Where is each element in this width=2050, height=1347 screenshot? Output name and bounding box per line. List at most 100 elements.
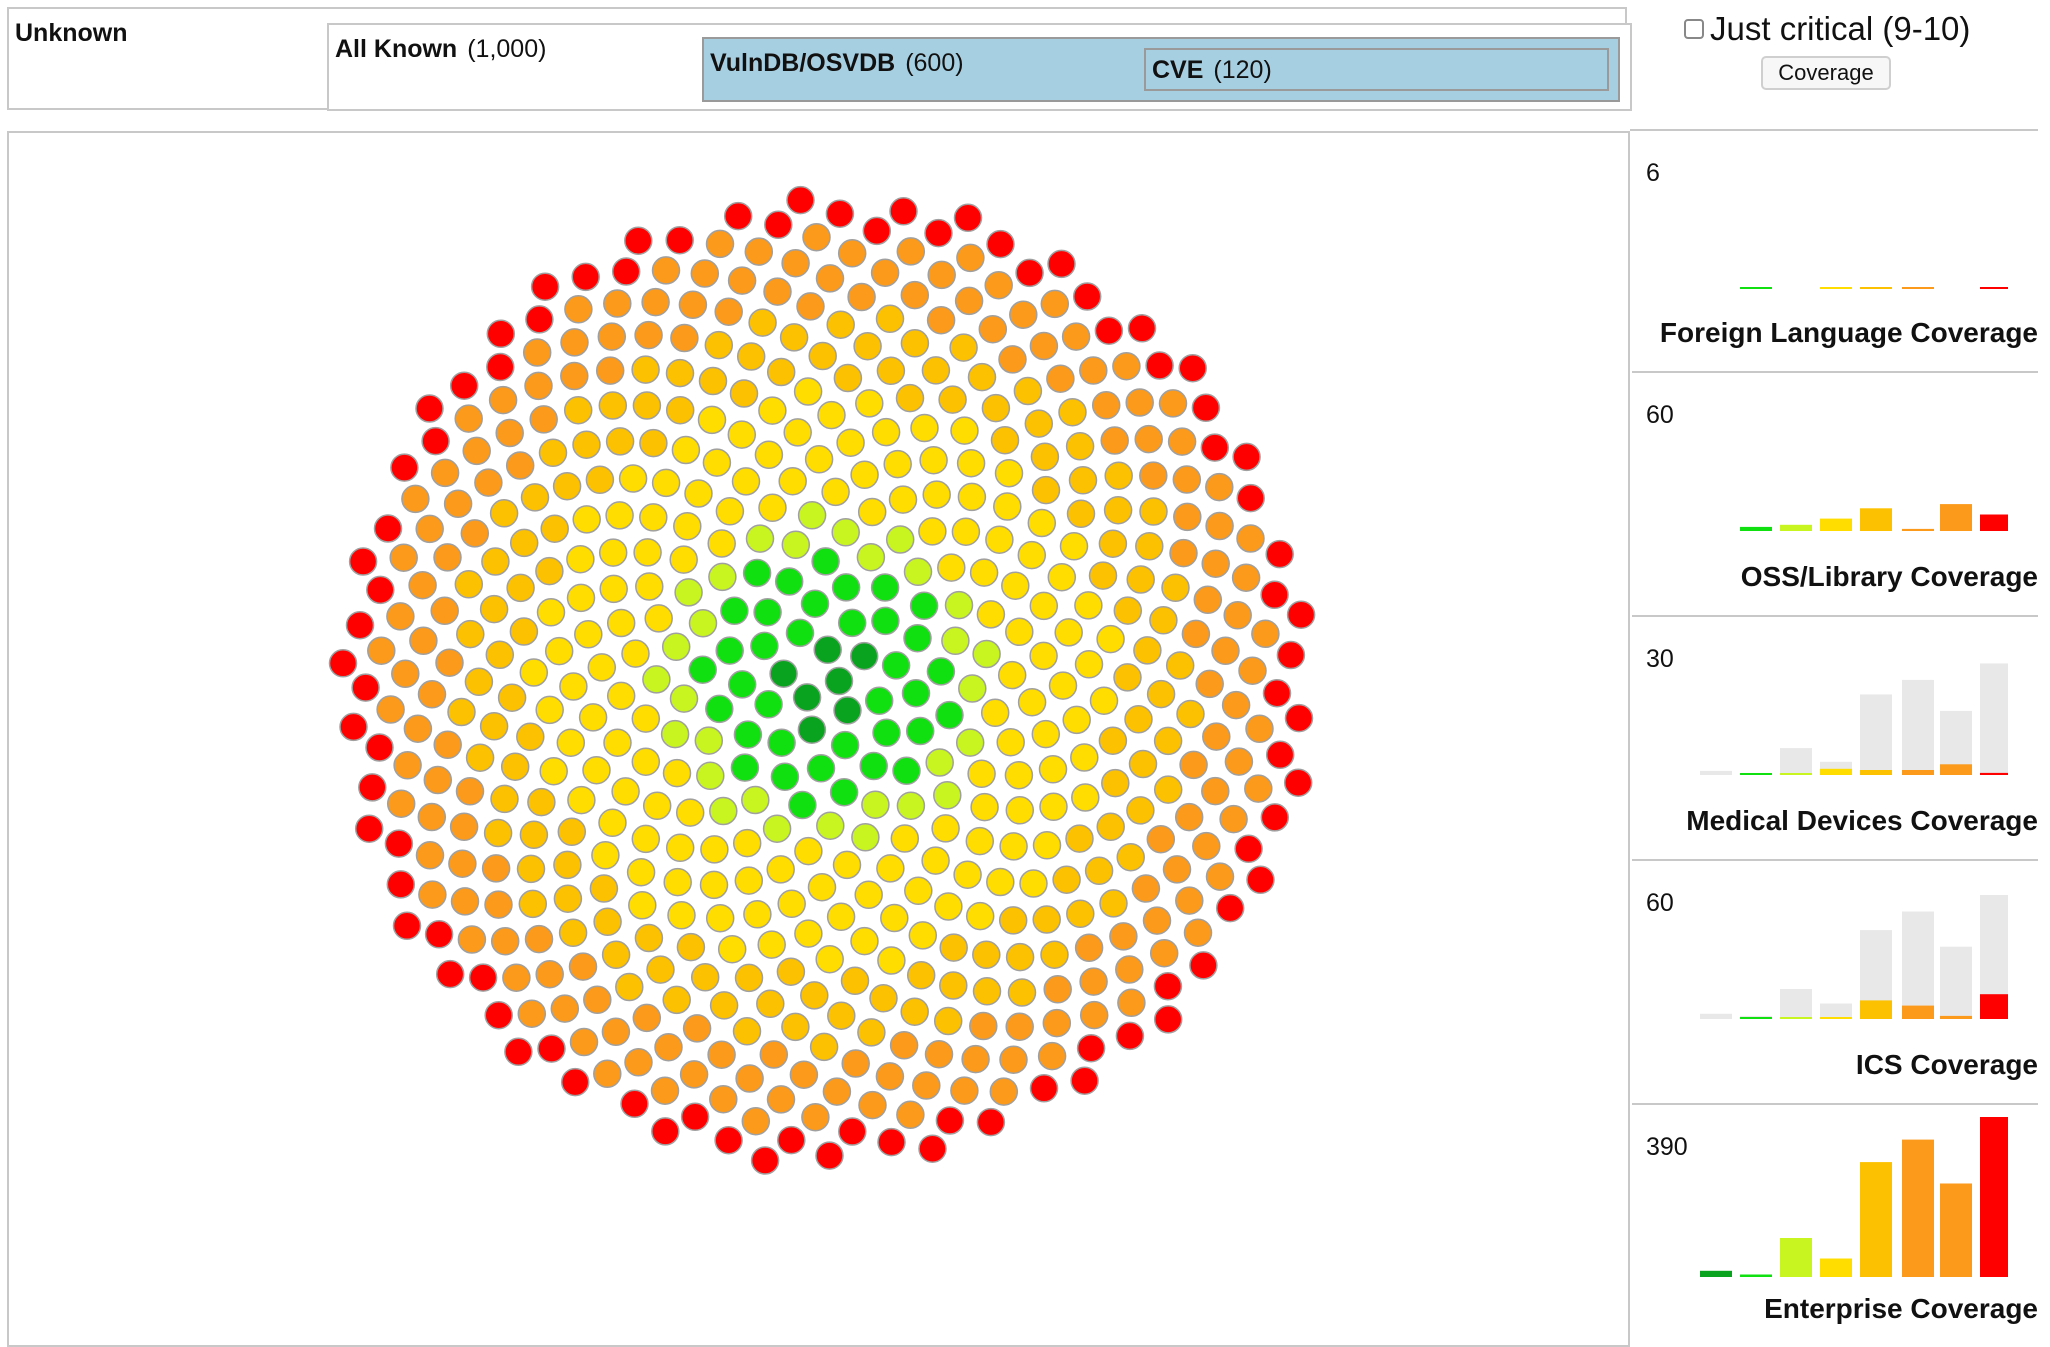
bubble-orange[interactable] bbox=[1100, 426, 1129, 455]
bubble-red[interactable] bbox=[723, 201, 753, 231]
bubble-lime[interactable] bbox=[694, 726, 724, 755]
bubble-orange[interactable] bbox=[583, 985, 612, 1015]
bubble-yellow[interactable] bbox=[669, 545, 698, 574]
bubble-yellow[interactable] bbox=[919, 445, 948, 475]
bubble-red[interactable] bbox=[537, 1034, 566, 1063]
bubble-gold[interactable] bbox=[572, 430, 601, 459]
bubble-red[interactable] bbox=[1145, 351, 1174, 380]
bubble-yellow[interactable] bbox=[644, 604, 673, 633]
bubble-red[interactable] bbox=[486, 319, 516, 349]
bubble-gold[interactable] bbox=[1176, 699, 1205, 729]
bubble-yellow[interactable] bbox=[1074, 650, 1104, 679]
critical-filter[interactable]: Just critical (9-10) bbox=[1684, 10, 1970, 48]
bubble-yellow[interactable] bbox=[598, 808, 627, 838]
bubble-yellow[interactable] bbox=[910, 413, 939, 443]
bubble-lime[interactable] bbox=[816, 811, 845, 840]
bubble-yellow[interactable] bbox=[732, 828, 762, 858]
bubble-orange[interactable] bbox=[822, 1077, 852, 1106]
bubble-yellow[interactable] bbox=[587, 653, 617, 682]
bubble-green[interactable] bbox=[774, 567, 804, 596]
bubble-red[interactable] bbox=[384, 829, 414, 858]
bubble-gold[interactable] bbox=[519, 820, 549, 850]
bubble-yellow[interactable] bbox=[778, 466, 807, 496]
bubble-red[interactable] bbox=[392, 911, 422, 941]
bubble-yellow[interactable] bbox=[777, 889, 806, 919]
bubble-orange[interactable] bbox=[495, 418, 524, 448]
bubble-green[interactable] bbox=[935, 700, 964, 730]
bubble-orange[interactable] bbox=[781, 248, 810, 278]
bubble-green[interactable] bbox=[864, 686, 894, 716]
bubble-orange[interactable] bbox=[678, 290, 708, 320]
bubble-gold[interactable] bbox=[939, 933, 968, 962]
bubble-gold[interactable] bbox=[585, 465, 615, 495]
bubble-orange[interactable] bbox=[1158, 389, 1188, 418]
bubble-gold[interactable] bbox=[900, 997, 929, 1026]
bubble-gold[interactable] bbox=[1116, 842, 1145, 872]
bubble-yellow[interactable] bbox=[1019, 869, 1048, 898]
coverage-bar-gold[interactable] bbox=[1860, 1000, 1892, 1019]
bubble-orange[interactable] bbox=[1149, 938, 1179, 968]
bubble-green[interactable] bbox=[903, 623, 932, 653]
bubble-yellow[interactable] bbox=[793, 377, 823, 406]
bubble-orange[interactable] bbox=[654, 1032, 683, 1062]
bubble-orange[interactable] bbox=[1061, 322, 1091, 351]
bubble-yellow[interactable] bbox=[642, 791, 672, 821]
bubble-gold[interactable] bbox=[465, 743, 495, 772]
bubble-lime[interactable] bbox=[781, 530, 811, 560]
bubble-yellow[interactable] bbox=[956, 448, 986, 478]
bubble-red[interactable] bbox=[1232, 442, 1261, 472]
bubble-yellow[interactable] bbox=[965, 901, 995, 931]
bubble-yellow[interactable] bbox=[535, 695, 564, 725]
bubble-yellow[interactable] bbox=[626, 857, 656, 887]
coverage-bar-gold[interactable] bbox=[1860, 287, 1892, 289]
bubble-orange[interactable] bbox=[448, 849, 477, 878]
bubble-orange[interactable] bbox=[505, 451, 535, 480]
bubble-orange[interactable] bbox=[1112, 351, 1141, 381]
bubble-red[interactable] bbox=[1178, 353, 1207, 383]
bubble-yellow[interactable] bbox=[934, 892, 963, 921]
bubble-red[interactable] bbox=[504, 1037, 533, 1067]
bubble-red[interactable] bbox=[924, 218, 953, 248]
bubble-yellow[interactable] bbox=[727, 420, 757, 449]
bubble-orange[interactable] bbox=[415, 514, 444, 544]
bubble-gold[interactable] bbox=[447, 697, 476, 727]
bubble-gold[interactable] bbox=[509, 528, 539, 558]
bubble-orange[interactable] bbox=[1046, 364, 1075, 393]
bubble-red[interactable] bbox=[1286, 600, 1316, 629]
bubble-orange[interactable] bbox=[1251, 619, 1280, 649]
bubble-gold[interactable] bbox=[857, 1018, 886, 1047]
bubble-orange[interactable] bbox=[1079, 967, 1108, 996]
bubble-yellow[interactable] bbox=[807, 872, 837, 902]
bubble-orange[interactable] bbox=[632, 1003, 662, 1033]
bubble-orange[interactable] bbox=[705, 229, 735, 259]
bubble-yellow[interactable] bbox=[631, 704, 661, 733]
coverage-button[interactable]: Coverage bbox=[1761, 56, 1891, 90]
bubble-orange[interactable] bbox=[1244, 774, 1273, 803]
bubble-orange[interactable] bbox=[641, 287, 670, 317]
bubble-lime[interactable] bbox=[696, 761, 725, 791]
bubble-gold[interactable] bbox=[1065, 824, 1094, 853]
bubble-orange[interactable] bbox=[1167, 427, 1197, 456]
bubble-green[interactable] bbox=[727, 670, 757, 699]
bubble-orange[interactable] bbox=[462, 436, 491, 466]
bubble-gold[interactable] bbox=[698, 366, 728, 396]
bubble-orange[interactable] bbox=[841, 1049, 870, 1078]
bubble-green[interactable] bbox=[733, 720, 763, 749]
bubble-red[interactable] bbox=[1015, 258, 1044, 288]
bubble-red[interactable] bbox=[486, 352, 515, 382]
bubble-orange[interactable] bbox=[815, 264, 845, 293]
bubble-yellow[interactable] bbox=[976, 600, 1006, 629]
bubble-yellow[interactable] bbox=[715, 497, 745, 526]
bubble-dark-green[interactable] bbox=[849, 641, 879, 671]
bubble-yellow[interactable] bbox=[758, 396, 787, 425]
bubble-lime[interactable] bbox=[933, 781, 962, 810]
bubble-yellow[interactable] bbox=[598, 538, 628, 567]
bubble-green[interactable] bbox=[901, 678, 931, 708]
bubble-orange[interactable] bbox=[1221, 690, 1251, 720]
bubble-dark-green[interactable] bbox=[769, 659, 798, 688]
bubble-yellow[interactable] bbox=[734, 866, 764, 895]
bubble-orange[interactable] bbox=[1201, 549, 1230, 578]
bubble-orange[interactable] bbox=[593, 1059, 622, 1089]
bubble-orange[interactable] bbox=[1195, 669, 1224, 699]
bubble-orange[interactable] bbox=[670, 323, 699, 353]
